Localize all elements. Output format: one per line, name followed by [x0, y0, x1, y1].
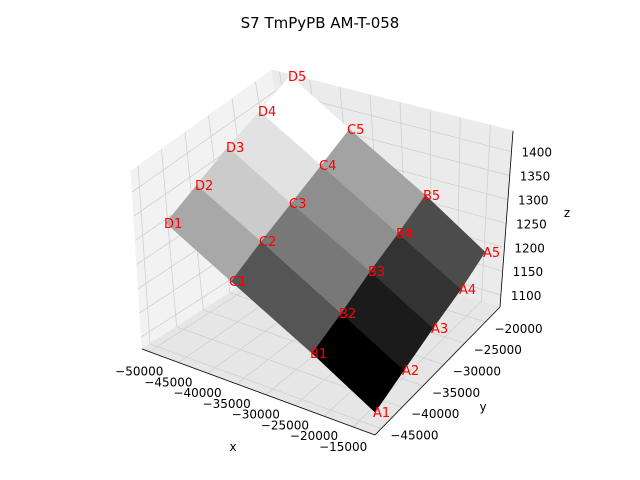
axes-lines: [141, 130, 514, 436]
z-tick-label: 1250: [516, 217, 547, 231]
point-label: B3: [368, 265, 385, 280]
z-axis-label: z: [564, 206, 570, 220]
point-label: B5: [423, 189, 440, 204]
y-tick-label: −30000: [453, 365, 501, 379]
x-tick-label: −40000: [173, 386, 221, 400]
point-label: A4: [459, 283, 476, 298]
x-tick-label: −30000: [232, 408, 280, 422]
point-labels: A1 A2 A3 A4 A5 B1 B2 B3 B4 B5 C1 C2 C3 C4 C5 D1 D2 D3 D4 D5: [164, 70, 500, 421]
z-tick-label: 1100: [511, 289, 542, 303]
point-label: A2: [402, 364, 419, 379]
point-label: D5: [288, 70, 306, 85]
z-gridline: [132, 90, 512, 193]
x-tick-label: −20000: [290, 429, 338, 443]
point-label: D4: [258, 105, 276, 120]
x-tick-label: −50000: [115, 365, 163, 379]
y-tick-label: −40000: [411, 407, 459, 421]
x-tick-label: −45000: [144, 375, 192, 389]
point-label: D3: [226, 141, 244, 156]
y-tick-label: −20000: [494, 322, 542, 336]
point-label: C3: [289, 197, 306, 212]
x-tick-label: −25000: [261, 418, 309, 432]
chart-title: S7 TmPyPB AM-T-058: [241, 14, 400, 32]
tick-labels: −50000−45000−40000−35000−30000−25000−200…: [115, 146, 552, 454]
x-tick-label: −35000: [203, 397, 251, 411]
x-axis-line: [141, 348, 376, 436]
point-label: A3: [431, 322, 448, 337]
z-tick-label: 1300: [518, 194, 549, 208]
point-label: D1: [164, 217, 182, 232]
point-label: B1: [310, 347, 327, 362]
surface-mesh: [165, 75, 486, 413]
z-tick-label: 1400: [521, 146, 552, 160]
point-label: D2: [195, 179, 213, 194]
y-tick-label: −45000: [390, 429, 438, 443]
z-tick-label: 1350: [520, 170, 551, 184]
point-label: C4: [319, 159, 336, 174]
z-tick-label: 1150: [513, 265, 544, 279]
y-gridline: [149, 343, 382, 429]
x-tick-label: −15000: [319, 440, 367, 454]
point-label: C1: [229, 275, 246, 290]
point-label: B4: [396, 227, 413, 242]
point-label: C2: [259, 235, 276, 250]
point-label: B2: [339, 307, 356, 322]
y-axis-label: y: [479, 400, 486, 414]
point-label: C5: [347, 123, 364, 138]
y-axis-line: [374, 306, 501, 436]
x-gridline: [352, 125, 491, 428]
y-tick-label: −25000: [474, 343, 522, 357]
y-gridline: [137, 165, 151, 344]
z-axis-line: [499, 130, 514, 308]
surface-quad: [259, 75, 350, 166]
z-tick-label: 1200: [514, 241, 545, 255]
point-label: A1: [373, 406, 390, 421]
point-label: A5: [483, 246, 500, 261]
y-gridline: [161, 149, 178, 327]
x-axis-label: x: [229, 440, 236, 454]
y-tick-label: −35000: [432, 386, 480, 400]
